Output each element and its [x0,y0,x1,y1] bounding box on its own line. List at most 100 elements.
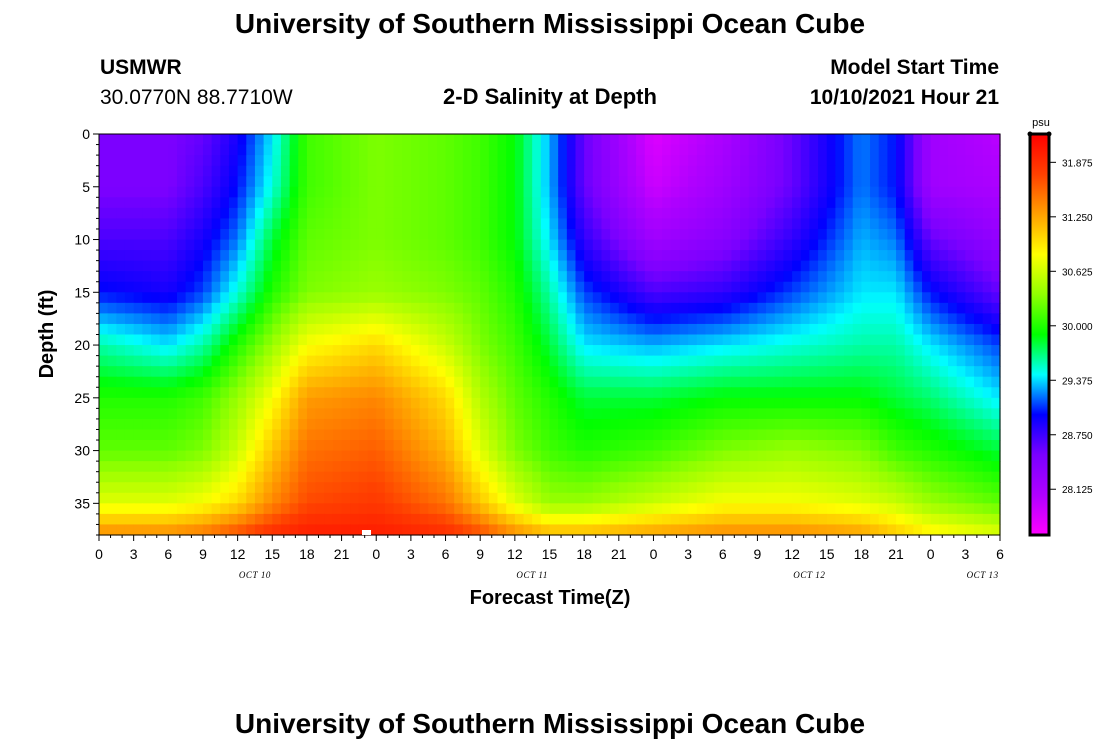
heatmap-cell [142,313,152,325]
heatmap-cell [436,313,447,325]
heatmap-cell [670,334,681,346]
heatmap-cell [592,513,603,526]
heatmap-cell [974,492,984,504]
heatmap-cell [714,334,724,346]
heatmap-cell [636,503,646,515]
heatmap-cell [116,207,126,220]
x-tick-label: 3 [407,546,415,562]
heatmap-cell [540,271,551,283]
heatmap-cell [549,197,559,209]
x-tick-label: 15 [542,546,558,562]
heatmap-cell [124,165,135,177]
heatmap-cell [445,197,455,209]
heatmap-cell [956,250,966,262]
y-tick-label: 30 [74,443,90,459]
heatmap-cell [783,334,793,346]
heatmap-cell [896,218,906,230]
heatmap-cell [948,197,958,209]
heatmap-cell [124,387,135,399]
heatmap-cell [549,376,559,388]
heatmap-cell [367,397,377,409]
heatmap-cell [419,281,429,293]
heatmap-cell [575,155,585,167]
heatmap-cell [298,186,308,198]
heatmap-cell [540,345,551,357]
heatmap-cell [497,250,507,262]
heatmap-cell [410,450,421,462]
heatmap-cell [471,492,481,504]
heatmap-cell [965,397,975,409]
heatmap-cell [800,429,810,441]
heatmap-cell [298,260,308,272]
heatmap-cell [315,471,325,483]
heatmap-cell [176,461,187,473]
heatmap-cell [159,260,169,272]
heatmap-cell [800,471,810,483]
heatmap-cell [237,292,247,304]
heatmap-cell [783,450,793,462]
heatmap-cell [696,186,707,198]
heatmap-cell [497,271,507,283]
heatmap-cell [688,387,698,399]
heatmap-cell [826,492,836,504]
heatmap-cell [852,271,862,283]
heatmap-cell [107,450,117,462]
heatmap-cell [410,418,421,431]
heatmap-cell [852,461,862,473]
heatmap-cell [514,323,525,336]
heatmap-cell [168,345,178,357]
heatmap-cell [991,313,1001,325]
heatmap-cell [462,503,473,515]
heatmap-cell [393,165,403,177]
heatmap-cell [332,471,343,483]
heatmap-cell [956,524,966,536]
heatmap-cell [930,345,940,357]
heatmap-cell [341,461,351,473]
heatmap-cell [324,524,334,536]
heatmap-cell [263,376,273,388]
heatmap-cell [393,513,403,526]
heatmap-cell [540,408,551,420]
heatmap-cell [636,429,646,441]
heatmap-cell [428,239,438,251]
heatmap-cell [497,186,507,198]
heatmap-cell [662,281,672,293]
heatmap-cell [670,366,681,378]
heatmap-cell [826,313,836,325]
heatmap-cell [549,271,559,283]
heatmap-cell [471,418,481,431]
heatmap-cell [610,250,620,262]
heatmap-cell [662,440,672,452]
heatmap-cell [688,397,698,409]
heatmap-cell [558,271,568,283]
heatmap-cell [246,271,256,283]
heatmap-cell [748,492,759,504]
heatmap-cell [783,345,793,357]
heatmap-cell [566,260,577,272]
heatmap-cell [792,355,802,367]
heatmap-cell [428,323,438,336]
heatmap-cell [514,482,525,494]
heatmap-cell [185,492,195,504]
heatmap-cell [740,218,750,230]
heatmap-cell [722,408,733,420]
heatmap-cell [133,218,143,230]
x-tick-label: 9 [199,546,207,562]
heatmap-cell [783,461,793,473]
heatmap-cell [289,450,299,462]
heatmap-cell [714,292,724,304]
heatmap-cell [861,355,871,367]
heatmap-cell [991,387,1001,399]
heatmap-cell [913,387,923,399]
heatmap-cell [228,355,239,367]
heatmap-cell [159,250,169,262]
heatmap-cell [332,503,343,515]
heatmap-cell [506,503,516,515]
heatmap-cell [540,134,551,146]
heatmap-cell [714,218,724,230]
heatmap-cell [861,260,871,272]
heatmap-cell [575,239,585,251]
heatmap-cell [558,482,568,494]
heatmap-cell [124,408,135,420]
heatmap-cell [272,176,282,188]
